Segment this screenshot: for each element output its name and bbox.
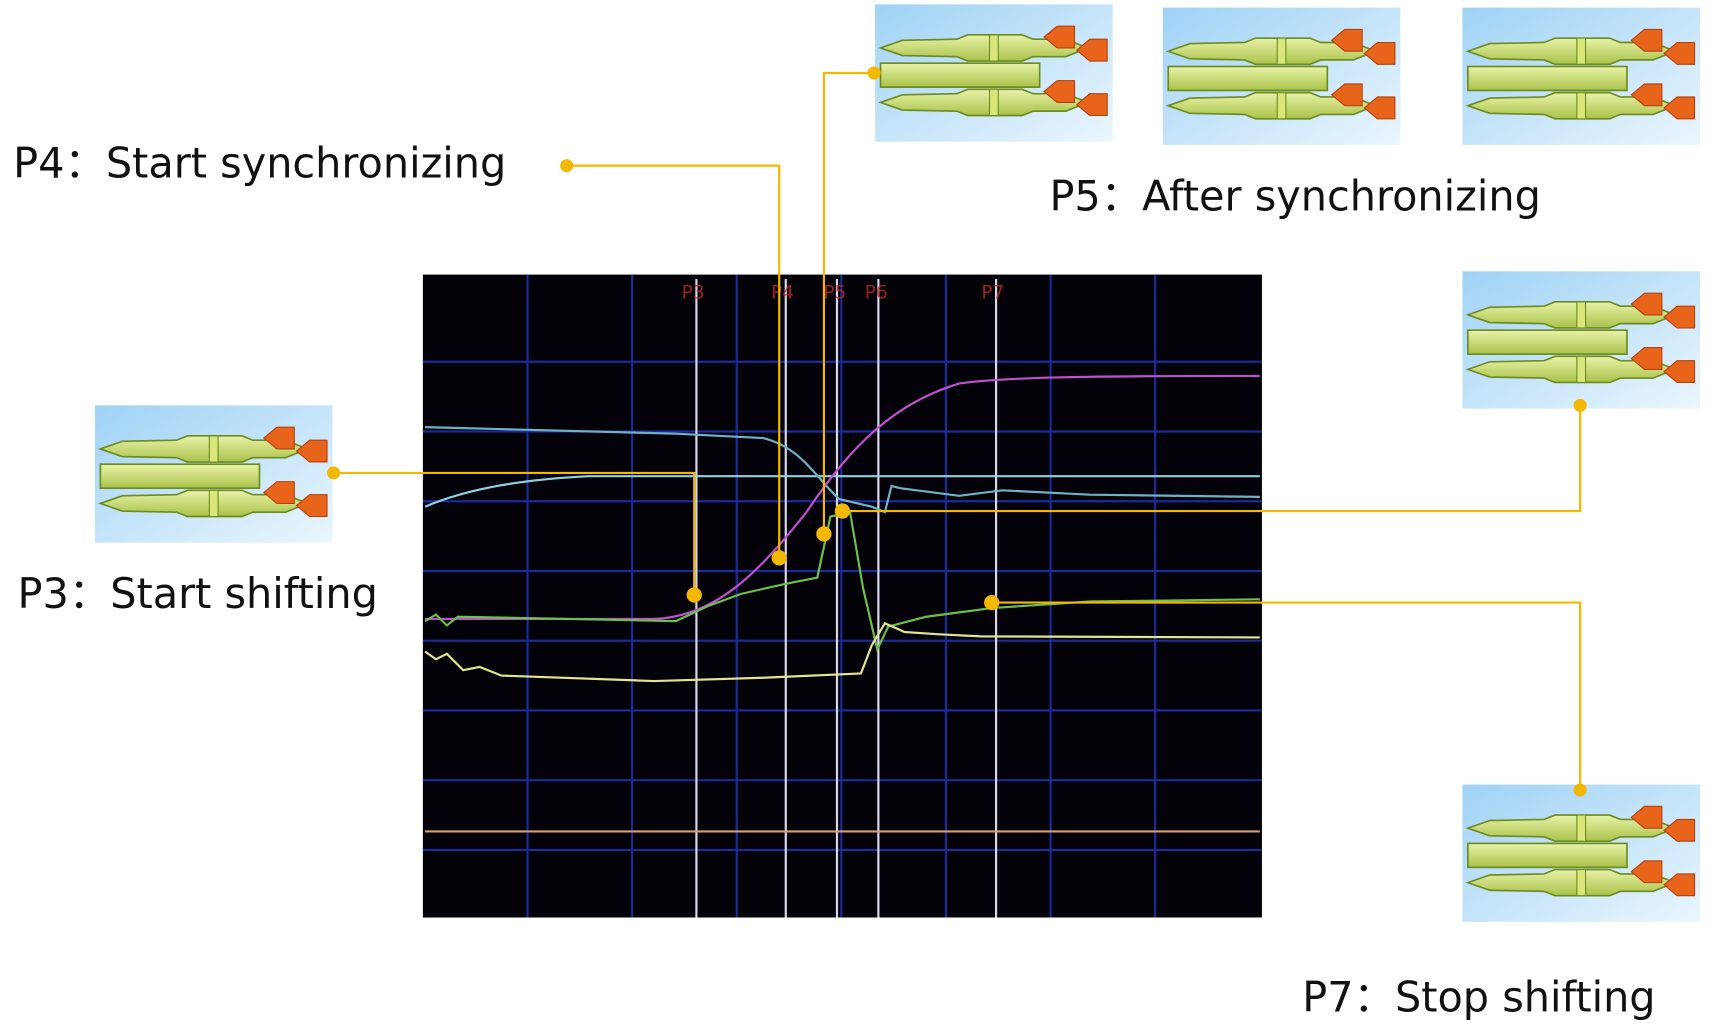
marker-lines [695, 278, 998, 918]
marker-label: P6 [865, 283, 888, 304]
scope: P3 P4 P5 P6 P7 [422, 274, 1262, 918]
gear-icon [1462, 271, 1700, 408]
trace [424, 621, 1260, 683]
marker-label: P4 [771, 283, 794, 304]
marker-label: P7 [981, 283, 1004, 304]
gear-icon [1462, 785, 1700, 922]
callout-label: P4：Start synchronizing [13, 140, 506, 188]
trace [424, 510, 1260, 653]
callout-lines [327, 66, 1587, 797]
trace [425, 374, 1260, 621]
callout-label: P5：After synchronizing [1049, 172, 1540, 220]
gear-icon [1462, 8, 1700, 145]
gear-icon [1163, 8, 1401, 145]
callout-label: P3：Start shifting [18, 570, 378, 618]
gear-icon [95, 405, 333, 542]
trace [424, 475, 1260, 508]
marker-label: P3 [682, 283, 705, 304]
gear-icon [875, 4, 1113, 141]
callout-label: P7：Stop shifting [1302, 973, 1655, 1021]
marker-label: P5 [823, 283, 846, 304]
